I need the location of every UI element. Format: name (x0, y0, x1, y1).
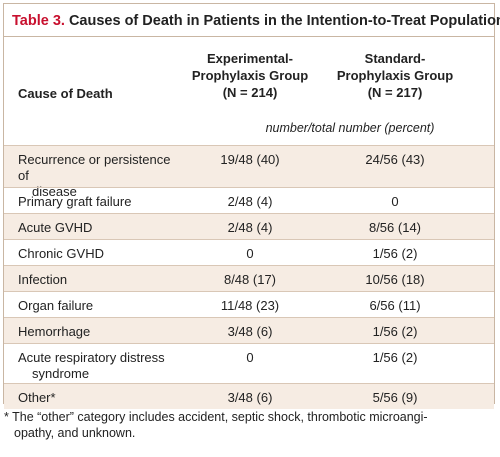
table-row: Chronic GVHD 0 1/56 (2) (4, 239, 494, 265)
column-header-cause: Cause of Death (18, 86, 113, 101)
table-row: Acute respiratory distress syndrome 0 1/… (4, 343, 494, 383)
experimental-cell: 8/48 (17) (223, 272, 277, 287)
column-header-experimental-line3: (N = 214) (222, 85, 278, 100)
experimental-cell: 0 (246, 350, 254, 365)
standard-cell: 6/56 (11) (369, 298, 421, 313)
table-title-bar: Table 3. Causes of Death in Patients in … (4, 4, 500, 37)
standard-cell: 8/56 (14) (368, 220, 422, 235)
experimental-cell: 11/48 (23) (220, 298, 280, 313)
cause-line1: Acute respiratory distress (18, 350, 165, 365)
table-label: Table 3. (12, 13, 65, 29)
cause-cell: Acute respiratory distress syndrome (18, 350, 178, 382)
standard-cell: 1/56 (2) (372, 324, 418, 339)
column-header-standard-line1: Standard- (364, 51, 426, 66)
table-row: Organ failure 11/48 (23) 6/56 (11) (4, 291, 494, 317)
cause-line2: syndrome (32, 366, 90, 381)
footnote-line2: opathy, and unknown. (14, 426, 136, 440)
standard-cell: 24/56 (43) (365, 152, 425, 167)
cause-cell: Hemorrhage (18, 324, 91, 339)
cause-cell: Infection (18, 272, 68, 287)
column-header-standard-line2: Prophylaxis Group (336, 68, 454, 83)
experimental-cell: 2/48 (4) (227, 220, 273, 235)
table-row: Hemorrhage 3/48 (6) 1/56 (2) (4, 317, 494, 343)
cause-cell: Organ failure (18, 298, 94, 313)
experimental-cell: 19/48 (40) (220, 152, 280, 167)
table-row: Other* 3/48 (6) 5/56 (9) (4, 383, 494, 409)
standard-cell: 0 (391, 194, 399, 209)
table-footnote: * The “other” category includes accident… (4, 409, 496, 441)
experimental-cell: 3/48 (6) (227, 390, 273, 405)
column-header-experimental-line1: Experimental- (207, 51, 293, 66)
column-header-standard: Standard- Prophylaxis Group (N = 217) (320, 50, 470, 101)
column-header-experimental-line2: Prophylaxis Group (191, 68, 309, 83)
column-header-standard-line3: (N = 217) (367, 85, 423, 100)
experimental-cell: 2/48 (4) (227, 194, 273, 209)
column-header-experimental: Experimental- Prophylaxis Group (N = 214… (179, 50, 321, 101)
cause-cell: Primary graft failure (18, 194, 132, 209)
footnote-line1: * The “other” category includes accident… (4, 410, 428, 424)
table-header: Cause of Death Experimental- Prophylaxis… (4, 37, 494, 146)
standard-cell: 10/56 (18) (365, 272, 425, 287)
cause-line1: Recurrence or persistence of (18, 152, 171, 183)
standard-cell: 5/56 (9) (372, 390, 418, 405)
table-row: Infection 8/48 (17) 10/56 (18) (4, 265, 494, 291)
table-row: Acute GVHD 2/48 (4) 8/56 (14) (4, 213, 494, 239)
table-title: Causes of Death in Patients in the Inten… (68, 13, 500, 29)
table-row: Recurrence or persistence of disease 19/… (4, 145, 494, 199)
units-label: number/total number (percent) (265, 121, 435, 135)
experimental-cell: 3/48 (6) (227, 324, 273, 339)
table-frame: Table 3. Causes of Death in Patients in … (3, 3, 500, 409)
standard-cell: 1/56 (2) (372, 246, 418, 261)
standard-cell: 1/56 (2) (372, 350, 418, 365)
experimental-cell: 0 (246, 246, 254, 261)
table-body: Recurrence or persistence of disease 19/… (4, 145, 494, 409)
table-row: Primary graft failure 2/48 (4) 0 (4, 187, 494, 213)
cause-cell: Chronic GVHD (18, 246, 104, 261)
cause-cell: Acute GVHD (18, 220, 93, 235)
cause-cell: Other* (18, 390, 56, 405)
